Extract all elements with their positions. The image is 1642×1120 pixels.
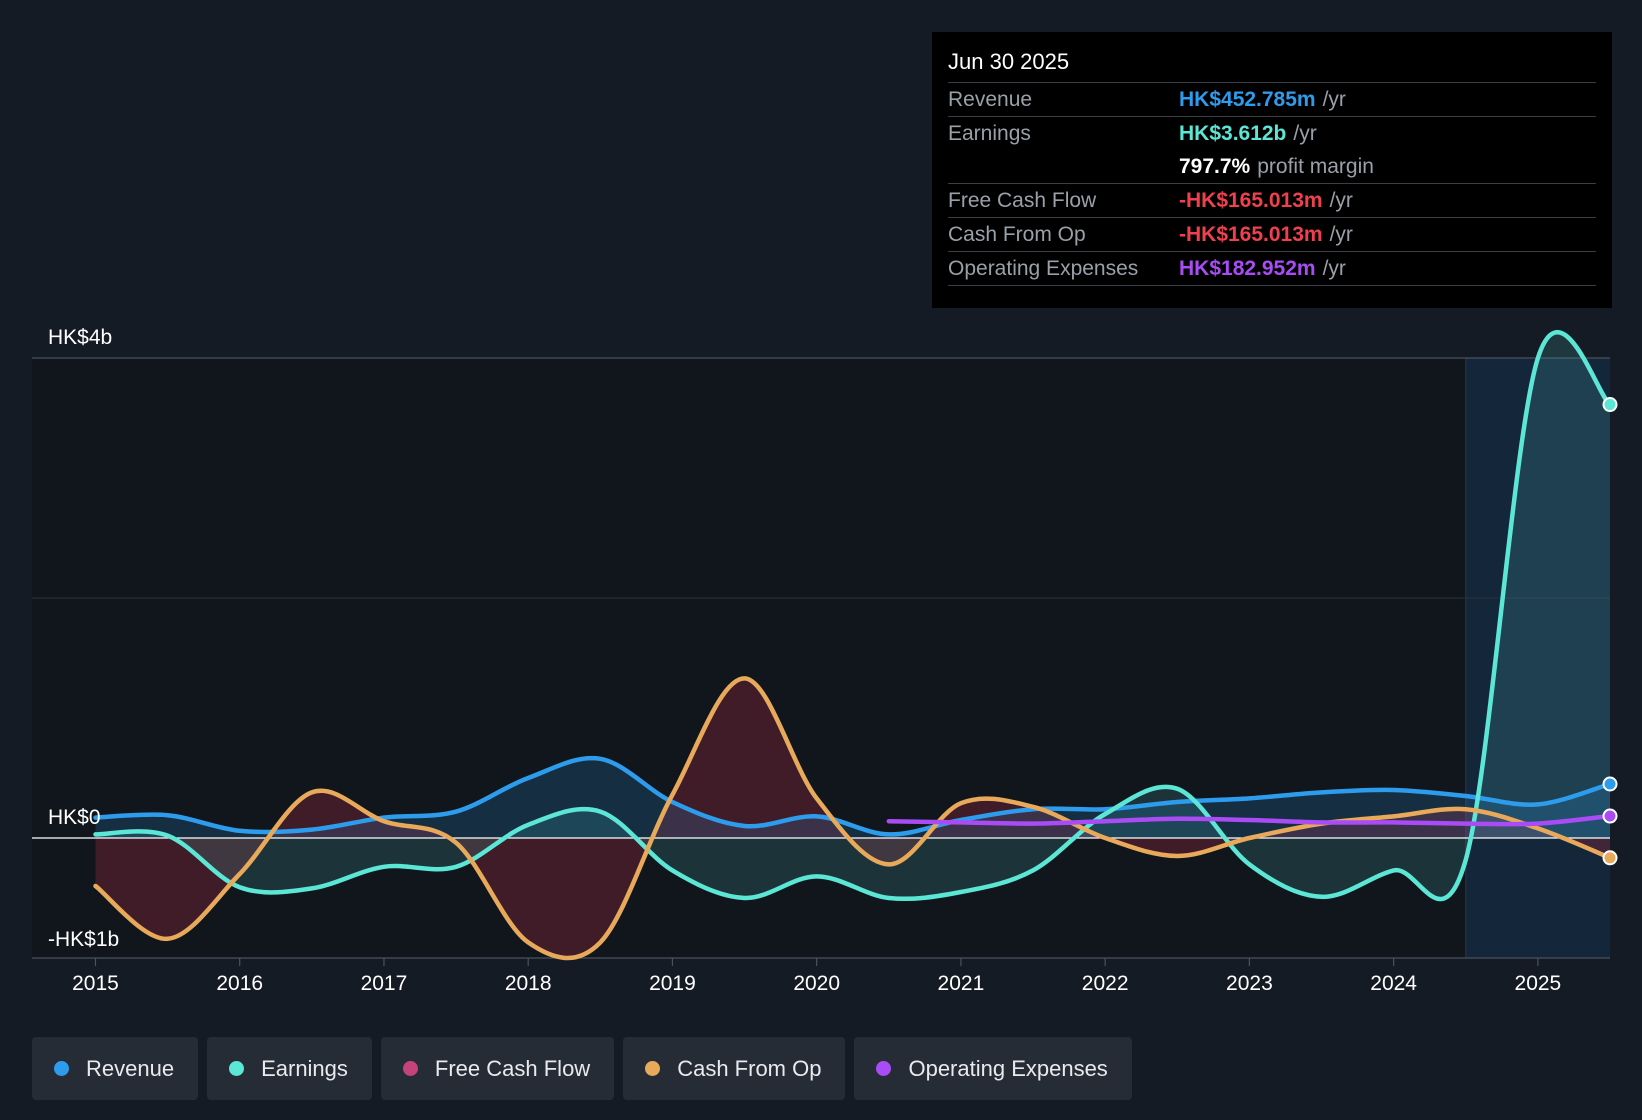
tooltip-row-free-cash-flow: Free Cash Flow -HK$165.013m /yr	[948, 184, 1596, 218]
tooltip-row-revenue: Revenue HK$452.785m /yr	[948, 83, 1596, 117]
x-axis-labels: 2015 2016 2017 2018 2019 2020 2021 2022 2023 2024…	[72, 958, 1561, 995]
tooltip-row-profit-margin: 797.7% profit margin	[948, 150, 1596, 184]
x-tick-label: 2017	[361, 972, 408, 995]
tooltip-label: Earnings	[948, 121, 1031, 145]
legend-dot-icon	[645, 1061, 661, 1076]
chart-backgrounds	[32, 358, 1610, 958]
data-tooltip: Jun 30 2025 Revenue HK$452.785m /yr Earn…	[932, 32, 1612, 308]
y-tick-label: -HK$1b	[48, 928, 119, 951]
y-axis-labels: HK$4b HK$0 -HK$1b	[48, 326, 119, 951]
legend-label: Revenue	[86, 1055, 175, 1081]
x-tick-label: 2023	[1226, 972, 1273, 995]
chart-gridlines	[32, 357, 1610, 959]
legend-dot-icon	[876, 1061, 892, 1076]
x-tick-label: 2025	[1515, 972, 1562, 995]
line-operating-expenses	[886, 813, 1613, 827]
chart-lines	[93, 330, 1613, 961]
legend-item-earnings[interactable]: Earnings	[207, 1037, 372, 1100]
x-tick-label: 2019	[649, 972, 696, 995]
x-tick-label: 2015	[72, 972, 119, 995]
tooltip-row-operating-expenses: Operating Expenses HK$182.952m /yr	[948, 252, 1596, 286]
x-tick-label: 2020	[793, 972, 840, 995]
legend-item-revenue[interactable]: Revenue	[32, 1037, 199, 1100]
legend-item-operating-expenses[interactable]: Operating Expenses	[854, 1037, 1132, 1100]
x-tick-label: 2021	[938, 972, 985, 995]
tooltip-unit: /yr	[1329, 222, 1353, 246]
tooltip-row-cash-from-op: Cash From Op -HK$165.013m /yr	[948, 218, 1596, 252]
chart-end-markers	[1602, 397, 1618, 866]
chart-legend: Revenue Earnings Free Cash Flow Cash Fro…	[32, 1037, 1141, 1100]
tooltip-unit: profit margin	[1257, 154, 1374, 178]
legend-label: Free Cash Flow	[434, 1055, 591, 1081]
legend-dot-icon	[402, 1061, 418, 1076]
tooltip-value: 797.7%	[1179, 154, 1251, 178]
end-marker-operating-expenses	[1602, 808, 1618, 824]
forecast-band	[1465, 358, 1610, 958]
tooltip-value: HK$182.952m	[1179, 256, 1316, 280]
tooltip-unit: /yr	[1293, 121, 1317, 145]
y-tick-label: HK$4b	[48, 326, 112, 349]
tooltip-unit: /yr	[1329, 188, 1353, 212]
y-tick-label: HK$0	[48, 806, 101, 829]
legend-label: Earnings	[261, 1055, 348, 1081]
tooltip-label: Cash From Op	[948, 222, 1086, 246]
legend-label: Cash From Op	[677, 1055, 822, 1081]
tooltip-value: -HK$165.013m	[1179, 188, 1323, 212]
legend-item-cash-from-op[interactable]: Cash From Op	[623, 1037, 846, 1100]
tooltip-unit: /yr	[1322, 256, 1346, 280]
x-tick-label: 2022	[1082, 972, 1129, 995]
tooltip-value: -HK$165.013m	[1179, 222, 1323, 246]
tooltip-date: Jun 30 2025	[948, 46, 1596, 83]
line-earnings	[93, 330, 1613, 902]
tooltip-value: HK$3.612b	[1179, 121, 1287, 145]
tooltip-value: HK$452.785m	[1179, 87, 1316, 111]
x-tick-label: 2016	[216, 972, 263, 995]
tooltip-label: Revenue	[948, 87, 1033, 111]
line-revenue	[93, 755, 1613, 837]
tooltip-row-earnings: Earnings HK$3.612b /yr	[948, 117, 1596, 150]
x-tick-label: 2024	[1370, 972, 1417, 995]
end-marker-earnings	[1602, 397, 1618, 413]
plot-background	[32, 358, 1610, 958]
tooltip-unit: /yr	[1322, 87, 1346, 111]
x-tick-label: 2018	[505, 972, 552, 995]
tooltip-label: Operating Expenses	[948, 256, 1139, 280]
legend-item-free-cash-flow[interactable]: Free Cash Flow	[380, 1037, 615, 1100]
end-marker-cash-from-op	[1602, 850, 1618, 866]
legend-label: Operating Expenses	[908, 1055, 1108, 1081]
tooltip-label: Free Cash Flow	[948, 188, 1097, 212]
area-earnings	[95, 332, 1610, 900]
end-marker-revenue	[1602, 776, 1618, 792]
legend-dot-icon	[229, 1061, 245, 1076]
legend-dot-icon	[54, 1061, 69, 1076]
